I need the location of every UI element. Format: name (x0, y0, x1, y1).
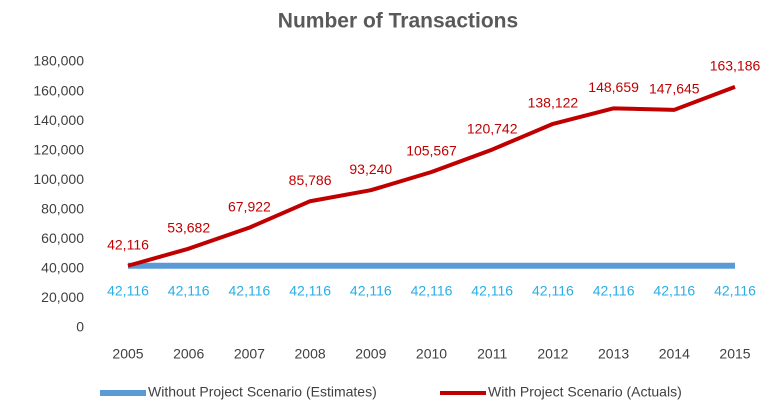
data-label: 148,659 (588, 79, 639, 95)
data-label: 163,186 (710, 58, 761, 74)
data-label: 147,645 (649, 81, 700, 97)
x-tick-label: 2010 (416, 346, 447, 362)
x-tick-label: 2013 (598, 346, 629, 362)
data-label: 42,116 (532, 282, 574, 298)
x-tick-label: 2014 (659, 346, 690, 362)
data-label: 53,682 (167, 219, 210, 235)
data-label: 42,116 (229, 282, 271, 298)
line (127, 84, 736, 268)
data-label: 42,116 (714, 282, 756, 298)
chart-title: Number of Transactions (278, 10, 518, 33)
data-label: 105,567 (406, 143, 457, 159)
x-tick-label: 2011 (477, 346, 507, 362)
data-label: 42,116 (350, 282, 392, 298)
y-tick-label: 100,000 (33, 171, 84, 187)
data-label: 42,116 (411, 282, 453, 298)
data-label: 138,122 (528, 95, 579, 111)
x-tick-label: 2005 (112, 346, 143, 362)
y-tick-label: 20,000 (41, 289, 84, 305)
x-tick-label: 2006 (173, 346, 204, 362)
y-tick-label: 140,000 (33, 112, 84, 128)
data-label: 42,116 (593, 282, 635, 298)
x-tick-label: 2015 (719, 346, 750, 362)
x-tick-label: 2007 (234, 346, 265, 362)
data-label: 42,116 (653, 282, 695, 298)
y-tick-label: 80,000 (41, 200, 84, 216)
data-label: 42,116 (289, 282, 331, 298)
data-label: 42,116 (107, 236, 149, 252)
y-tick-label: 120,000 (33, 141, 84, 157)
data-label: 42,116 (168, 282, 210, 298)
data-label: 120,742 (467, 120, 518, 136)
y-tick-label: 60,000 (41, 230, 84, 246)
data-label: 42,116 (471, 282, 513, 298)
y-tick-label: 40,000 (41, 260, 84, 276)
data-label: 67,922 (228, 198, 271, 214)
legend-label: Without Project Scenario (Estimates) (148, 384, 377, 400)
x-tick-label: 2012 (537, 346, 568, 362)
x-tick-label: 2009 (355, 346, 386, 362)
x-tick-label: 2008 (295, 346, 326, 362)
y-tick-label: 180,000 (33, 53, 84, 69)
data-label: 85,786 (289, 172, 332, 188)
y-tick-label: 0 (76, 319, 84, 335)
data-label: 93,240 (349, 161, 392, 177)
y-tick-label: 160,000 (33, 82, 84, 98)
legend-label: With Project Scenario (Actuals) (488, 384, 682, 400)
data-label: 42,116 (107, 282, 149, 298)
